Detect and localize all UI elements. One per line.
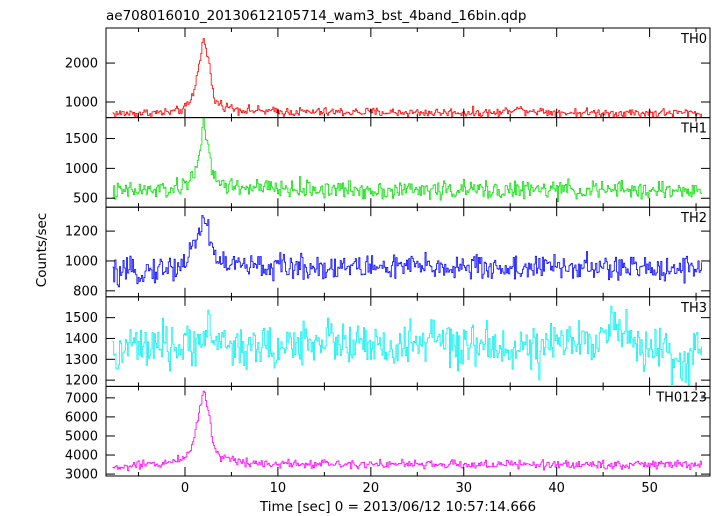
x-tick-label: 40 — [548, 481, 565, 496]
y-tick-label: 1400 — [65, 332, 98, 347]
y-tick-label: 2000 — [65, 57, 98, 72]
y-tick-label: 1500 — [65, 132, 98, 147]
y-axis-label: Counts/sec — [34, 213, 50, 287]
y-tick-label: 7000 — [65, 391, 98, 406]
panel-frame — [105, 117, 711, 208]
x-tick-label: 30 — [455, 481, 472, 496]
series-line-th0 — [112, 38, 702, 118]
panels: 10002000TH050010001500TH180010001200TH21… — [65, 27, 711, 496]
y-tick-label: 1200 — [65, 374, 98, 389]
panel-th3: 1200 1300 1400 1500 TH3 — [65, 296, 711, 389]
y-tick-label: 1200 — [65, 225, 98, 240]
x-axis-label: Time [sec] 0 = 2013/06/12 10:57:14.666 — [259, 499, 536, 515]
panel-th2: 800 1000 1200 TH2 — [65, 206, 711, 299]
panel-label-th0123: TH0123 — [655, 390, 707, 405]
series-line-th1 — [112, 117, 702, 202]
panel-label-th3: TH3 — [680, 301, 707, 316]
y-tick-label: 6000 — [65, 410, 98, 425]
panel-label-th1: TH1 — [680, 122, 707, 137]
chart-title: ae708016010_20130612105714_wam3_bst_4ban… — [106, 8, 526, 24]
panel-th0: 1000 2000 TH0 — [65, 27, 711, 119]
x-tick-label: 20 — [363, 481, 380, 496]
panel-frame — [105, 206, 711, 298]
y-tick-label: 1500 — [65, 311, 98, 326]
y-tick-label: 5000 — [65, 429, 98, 444]
y-tick-label: 1000 — [65, 162, 98, 177]
series-line-th3 — [112, 305, 702, 387]
panel-frame — [105, 27, 711, 119]
panel-label-th0: TH0 — [680, 32, 707, 47]
series-line-th0123 — [112, 390, 702, 471]
panel-frame — [105, 385, 711, 477]
y-tick-label: 800 — [73, 284, 98, 299]
x-tick-label: 0 — [181, 481, 189, 496]
y-tick-label: 1000 — [65, 254, 98, 269]
panel-th1: 500 1000 1500 TH1 — [65, 117, 711, 208]
y-tick-label: 4000 — [65, 449, 98, 464]
y-tick-label: 1300 — [65, 353, 98, 368]
panel-th0123: 3000 4000 5000 6000 7000 TH0123 0 10 20 30 40 50 — [65, 385, 711, 496]
y-tick-label: 1000 — [65, 96, 98, 111]
panel-label-th2: TH2 — [680, 211, 707, 226]
panel-frame — [105, 296, 711, 387]
series-line-th2 — [112, 215, 702, 288]
x-tick-label: 50 — [641, 481, 658, 496]
x-tick-label: 10 — [270, 481, 287, 496]
y-tick-label: 500 — [73, 192, 98, 207]
y-tick-label: 3000 — [65, 468, 98, 483]
